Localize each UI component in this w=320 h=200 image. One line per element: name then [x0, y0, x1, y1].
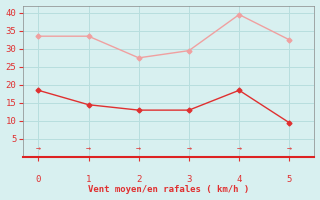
Text: →: →: [36, 144, 41, 153]
X-axis label: Vent moyen/en rafales ( km/h ): Vent moyen/en rafales ( km/h ): [88, 185, 250, 194]
Text: →: →: [187, 144, 191, 153]
Text: →: →: [236, 144, 242, 153]
Text: →: →: [287, 144, 292, 153]
Text: →: →: [136, 144, 141, 153]
Text: →: →: [86, 144, 91, 153]
